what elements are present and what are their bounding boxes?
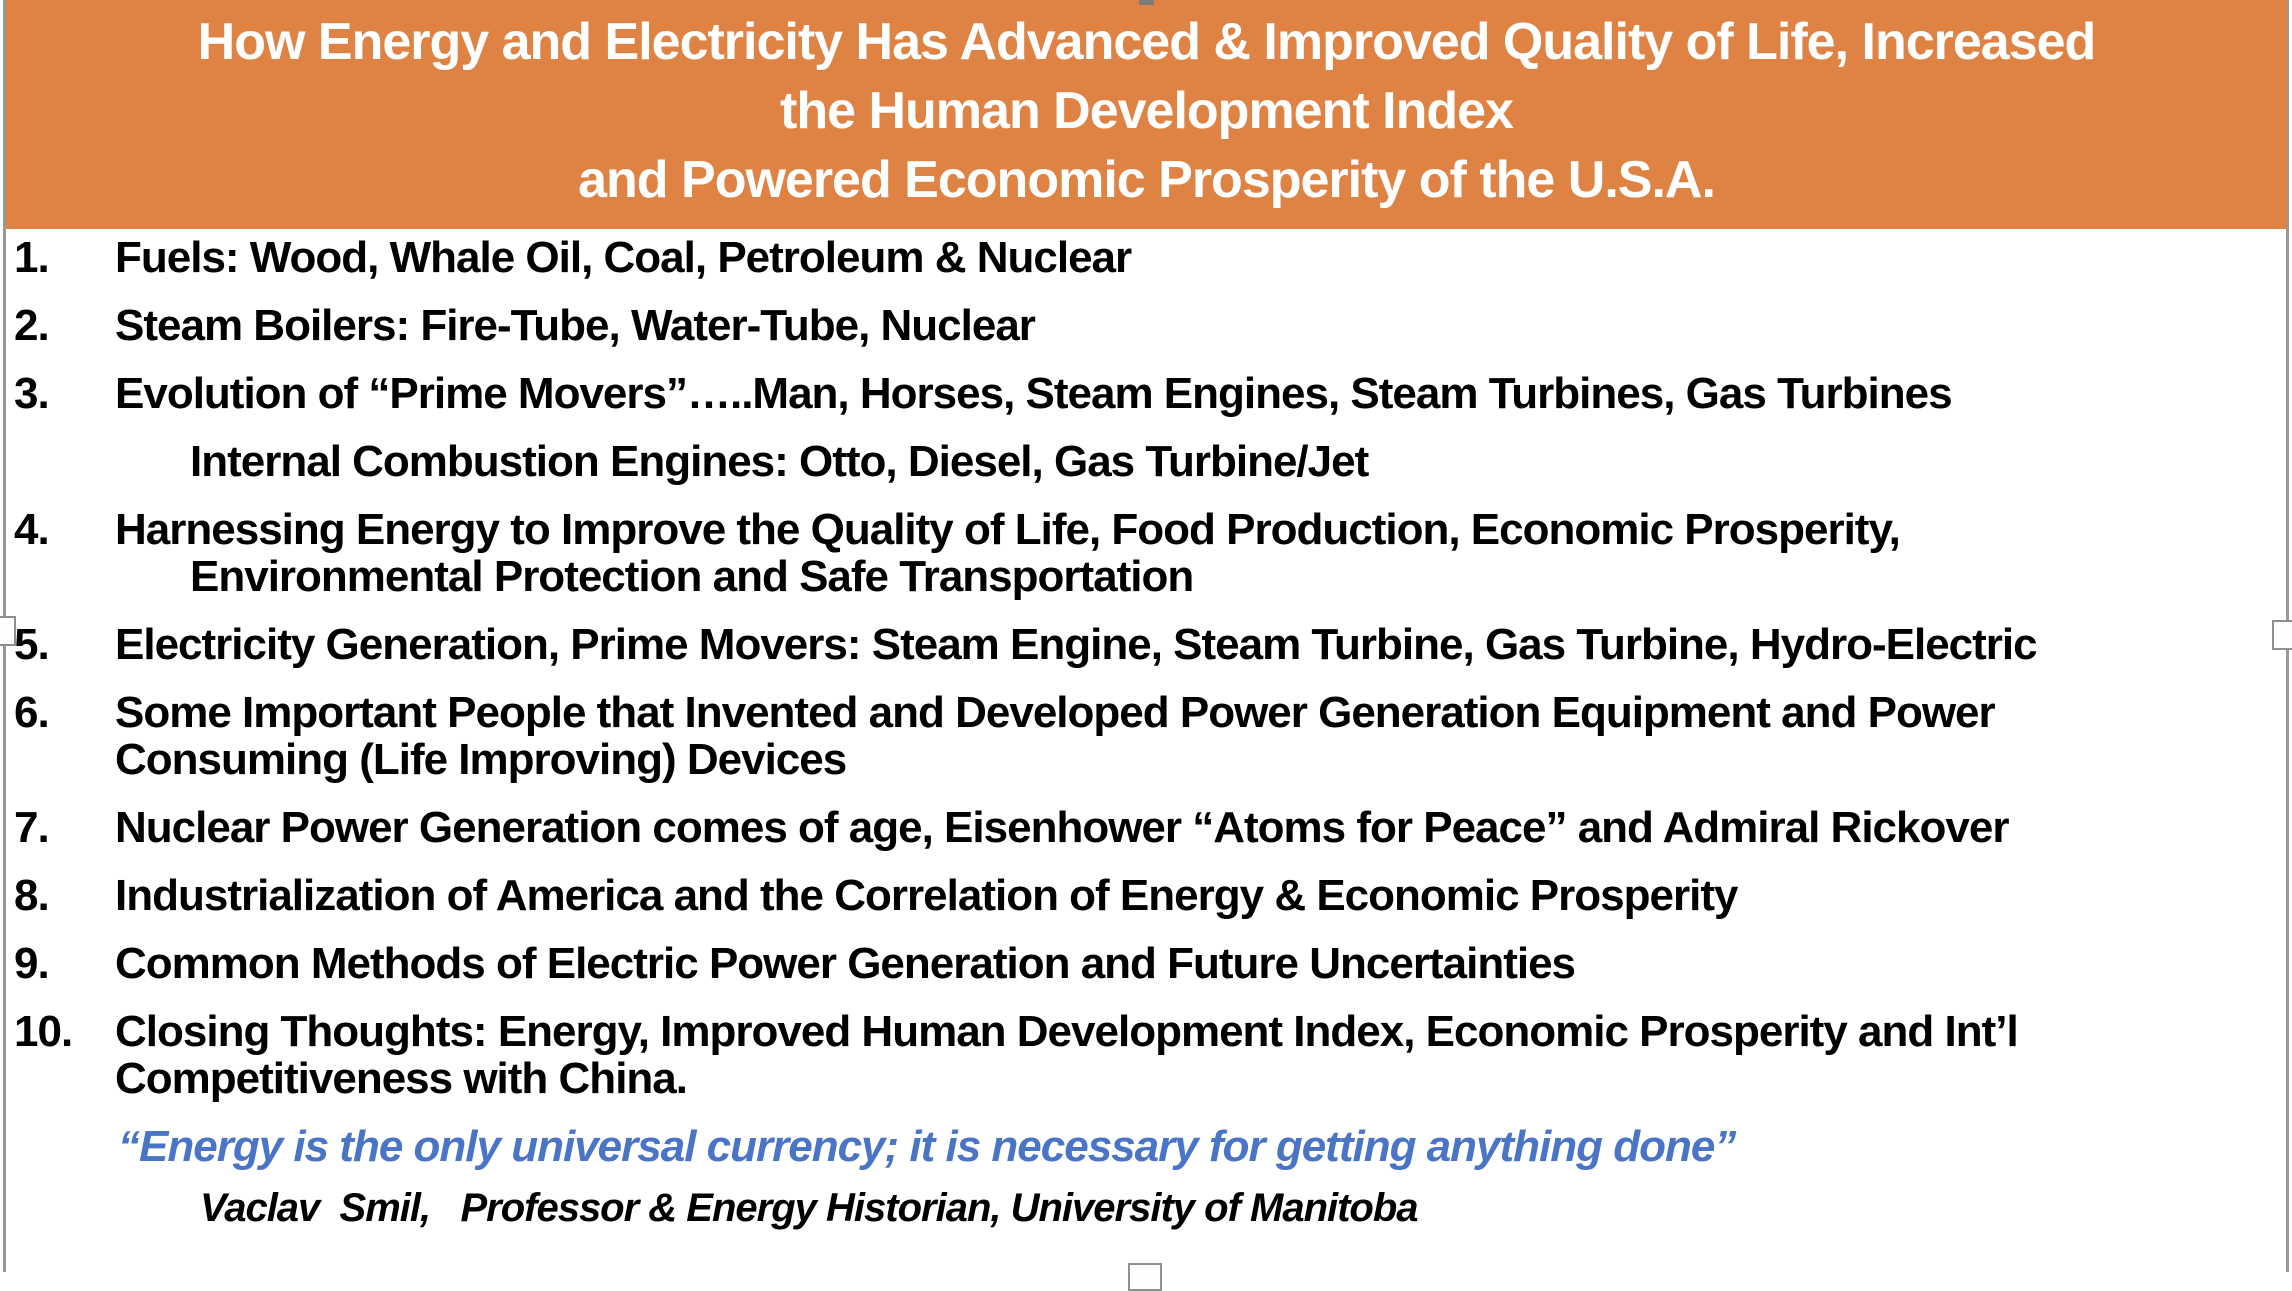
item-number: 8. [14, 871, 50, 920]
slide-title-line-1: How Energy and Electricity Has Advanced … [197, 13, 2097, 71]
item-number: 5. [14, 620, 50, 669]
list-item[interactable]: 10. Closing Thoughts: Energy, Improved Hu… [0, 1008, 2292, 1102]
list-item[interactable]: 2. Steam Boilers: Fire-Tube, Water-Tube, … [0, 302, 2292, 349]
slide-body-textbox[interactable]: 1. Fuels: Wood, Whale Oil, Coal, Petroleu… [0, 234, 2292, 1231]
slide-title-line-2: the Human Development Index [780, 82, 1514, 140]
item-line: Industrialization of America and the Cor… [115, 871, 1738, 920]
resize-handle-right[interactable] [2272, 620, 2292, 650]
slide-title-line-3: and Powered Economic Prosperity of the U… [578, 151, 1716, 209]
list-item[interactable]: 1. Fuels: Wood, Whale Oil, Coal, Petroleu… [0, 234, 2292, 281]
item-line: Competitiveness with China. [115, 1054, 688, 1103]
item-number: 1. [14, 233, 50, 282]
item-line: Harnessing Energy to Improve the Quality… [115, 505, 1901, 554]
item-number: 3. [14, 369, 50, 418]
list-item[interactable]: Internal Combustion Engines: Otto, Diese… [0, 438, 2292, 485]
item-line: Nuclear Power Generation comes of age, E… [115, 803, 2009, 852]
item-line: Steam Boilers: Fire-Tube, Water-Tube, Nu… [115, 301, 1036, 350]
item-line: Fuels: Wood, Whale Oil, Coal, Petroleum … [115, 233, 1132, 282]
item-number: 7. [14, 803, 50, 852]
topic-list: 1. Fuels: Wood, Whale Oil, Coal, Petroleu… [0, 234, 2292, 1102]
list-item[interactable]: 4. Harnessing Energy to Improve the Quali… [0, 506, 2292, 600]
quote-text[interactable]: “Energy is the only universal currency; … [118, 1122, 1736, 1171]
slide-title-bar[interactable]: How Energy and Electricity Has Advanced … [6, 0, 2287, 229]
item-number: 4. [14, 505, 50, 554]
item-number: 9. [14, 939, 50, 988]
item-line: Some Important People that Invented and … [115, 688, 1996, 737]
item-line: Closing Thoughts: Energy, Improved Human… [115, 1007, 2019, 1056]
item-number: 10. [14, 1007, 73, 1056]
item-line: Electricity Generation, Prime Movers: St… [115, 620, 2038, 669]
item-line: Internal Combustion Engines: Otto, Diese… [190, 437, 1369, 486]
list-item[interactable]: 8. Industrialization of America and the C… [0, 872, 2292, 919]
resize-handle-top[interactable] [1139, 0, 1154, 5]
item-line: Evolution of “Prime Movers”…..Man, Horse… [115, 369, 1953, 418]
item-line: Consuming (Life Improving) Devices [115, 735, 847, 784]
item-number: 2. [14, 301, 50, 350]
list-item[interactable]: 9. Common Methods of Electric Power Gener… [0, 940, 2292, 987]
quote-attribution[interactable]: Vaclav Smil, Professor & Energy Historia… [200, 1186, 1419, 1230]
resize-handle-bottom[interactable] [1128, 1263, 1162, 1291]
list-item[interactable]: 5. Electricity Generation, Prime Movers: … [0, 621, 2292, 668]
list-item[interactable]: 7. Nuclear Power Generation comes of age,… [0, 804, 2292, 851]
resize-handle-left[interactable] [0, 616, 16, 646]
item-line: Environmental Protection and Safe Transp… [190, 552, 1194, 601]
item-number: 6. [14, 688, 50, 737]
item-line: Common Methods of Electric Power Generat… [115, 939, 1576, 988]
list-item[interactable]: 3. Evolution of “Prime Movers”…..Man, Hor… [0, 370, 2292, 417]
list-item[interactable]: 6. Some Important People that Invented an… [0, 689, 2292, 783]
